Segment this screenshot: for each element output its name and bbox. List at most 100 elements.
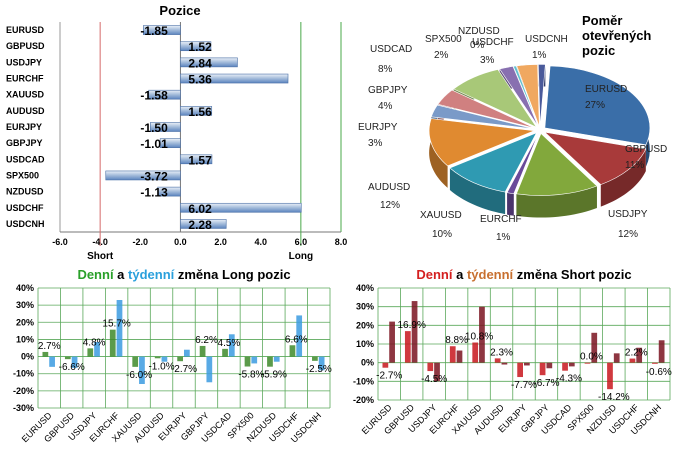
pozice-bar-audusd xyxy=(180,106,213,116)
pie-side-xauusd xyxy=(449,168,506,215)
bar-spx500-s1 xyxy=(591,332,598,363)
bar-eurjpy-s0 xyxy=(177,356,183,362)
bar-usdjpy-s0 xyxy=(427,362,434,372)
pie-percent-usdcad: 8% xyxy=(378,64,393,75)
pie-percent-xauusd: 10% xyxy=(432,229,452,240)
pie-label-eurusd: EURUSD xyxy=(585,84,627,95)
bar-usdjpy-s1 xyxy=(94,342,100,357)
bar-gbpjpy-s0 xyxy=(199,345,206,357)
bar-usdcad-s1 xyxy=(568,362,575,367)
bar-spx500-s0 xyxy=(584,362,591,364)
bar-eurchf-s0 xyxy=(109,329,116,357)
pozice-value-label: -1.13 xyxy=(140,186,168,200)
pozice-bar-usdcad xyxy=(180,154,213,165)
data-label-eurjpy: -7.7% xyxy=(511,380,537,391)
pie-slice-xauusd xyxy=(449,132,538,193)
pozice-category-eurusd: EURUSD xyxy=(6,25,45,35)
pozice-bar-gbpusd xyxy=(180,41,212,52)
pie-slice-spx500 xyxy=(499,66,539,127)
data-label-nzdusd: -5.9% xyxy=(261,370,287,381)
pie-label-eurchf: EURCHF xyxy=(480,214,522,225)
bar-usdcnh-s0 xyxy=(652,362,658,364)
bar-usdchf-s1 xyxy=(296,315,303,357)
y-tick-label: 0% xyxy=(361,358,374,368)
pie-label-audusd: AUDUSD xyxy=(368,182,410,193)
short-chart: Denní a týdenní změna Short pozic -20% -10… xyxy=(353,267,672,437)
change-title: Denní a týdenní změna Short pozic xyxy=(416,267,631,282)
pozice-value-label: -1.01 xyxy=(140,137,168,151)
pie-percent-gbpjpy: 4% xyxy=(378,101,393,112)
pozice-category-nzdusd: NZDUSD xyxy=(6,187,44,197)
pozice-value-label: 1.57 xyxy=(188,153,212,167)
bar-audusd-s0 xyxy=(494,358,501,363)
pozice-tick-label: -2.0 xyxy=(133,237,149,247)
pozice-bar-spx500 xyxy=(105,170,181,181)
data-label-xauusd: 10.8% xyxy=(465,332,493,343)
pozice-panel: Pozice Short Long -6.0 -4.0 -2.0 0.0 2.0 4.0 6.0… xyxy=(0,0,350,262)
pozice-value-label: 6.02 xyxy=(188,202,212,216)
title-part: Denní xyxy=(77,267,114,282)
pozice-chart: Pozice Short Long -6.0 -4.0 -2.0 0.0 2.0 4.0 6.0… xyxy=(6,3,348,262)
pozice-category-xauusd: XAUUSD xyxy=(6,90,45,100)
y-tick-label: 10% xyxy=(356,339,374,349)
bar-usdjpy-s0 xyxy=(87,348,94,357)
bar-eurusd-s0 xyxy=(382,362,389,368)
pozice-bar-eurjpy xyxy=(150,122,181,132)
y-tick-label: 10% xyxy=(16,334,34,344)
y-tick-label: -30% xyxy=(13,403,34,413)
pie-slice-eurusd xyxy=(544,65,651,146)
pozice-bar-xauusd xyxy=(148,89,181,100)
y-tick-label: 20% xyxy=(356,320,374,330)
pozice-tick-label: 6.0 xyxy=(295,237,308,247)
pozice-category-gbpusd: GBPUSD xyxy=(6,41,45,51)
pozice-tick-label: 2.0 xyxy=(214,237,227,247)
bar-eurusd-s0 xyxy=(42,351,49,357)
bar-usdchf-s1 xyxy=(636,347,643,363)
title-part: Denní xyxy=(416,267,453,282)
pozice-bar-eurusd xyxy=(142,25,181,35)
bar-audusd-s1 xyxy=(501,362,508,365)
pozice-category-eurjpy: EURJPY xyxy=(6,122,42,132)
pie-label-spx500: SPX500 xyxy=(425,34,462,45)
bar-gbpjpy-s1 xyxy=(206,356,213,383)
bar-eurchf-s1 xyxy=(116,300,123,357)
data-label-usdjpy: 4.8% xyxy=(83,337,106,348)
data-label-eurusd: -2.7% xyxy=(376,371,402,382)
data-label-usdcad: 4.5% xyxy=(218,338,241,349)
bar-nzdusd-s1 xyxy=(273,356,280,362)
pie-percent-eurjpy: 3% xyxy=(368,138,383,149)
pie-slice-audusd xyxy=(428,118,535,167)
bar-nzdusd-s0 xyxy=(607,362,613,390)
bar-usdcad-s0 xyxy=(222,348,228,357)
pie-slice-eurjpy xyxy=(430,104,535,130)
pie-label-usdchf: USDCHF xyxy=(472,37,514,48)
data-label-usdcnh: -0.6% xyxy=(646,367,672,378)
pie-percent-gbpusd: 11% xyxy=(625,160,644,171)
title-part: změna Short pozic xyxy=(513,267,631,282)
bar-gbpjpy-s1 xyxy=(546,362,553,369)
pozice-title: Pozice xyxy=(159,3,200,18)
pozice-value-label: -1.58 xyxy=(140,89,168,103)
pie-percent-usdjpy: 12% xyxy=(618,229,638,240)
pie-label-nzdusd: NZDUSD xyxy=(458,26,500,37)
pie-title-line: Poměr xyxy=(582,13,622,28)
pie-side-gbpusd xyxy=(600,149,646,207)
pozice-bar-usdcnh xyxy=(180,219,227,229)
title-part: a xyxy=(452,267,466,282)
data-label-nzdusd: -14.2% xyxy=(598,392,630,403)
pie-label-usdjpy: USDJPY xyxy=(608,209,648,220)
y-tick-label: 30% xyxy=(16,300,34,310)
pozice-tick-label: 8.0 xyxy=(335,237,348,247)
bar-eurusd-s1 xyxy=(389,321,395,363)
pozice-value-label: 5.36 xyxy=(188,73,212,87)
y-tick-label: 30% xyxy=(356,302,374,312)
y-tick-label: 0% xyxy=(21,352,34,362)
pozice-bar-gbpjpy xyxy=(159,138,181,148)
pozice-tick-label: -6.0 xyxy=(52,237,68,247)
bar-usdjpy-s1 xyxy=(434,362,440,382)
pie-percent-eurchf: 1% xyxy=(496,232,511,243)
pozice-value-label: 1.56 xyxy=(188,105,212,119)
bar-gbpjpy-s0 xyxy=(539,362,546,376)
pie-label-eurjpy: EURJPY xyxy=(358,122,398,133)
bar-nzdusd-s0 xyxy=(267,356,273,367)
